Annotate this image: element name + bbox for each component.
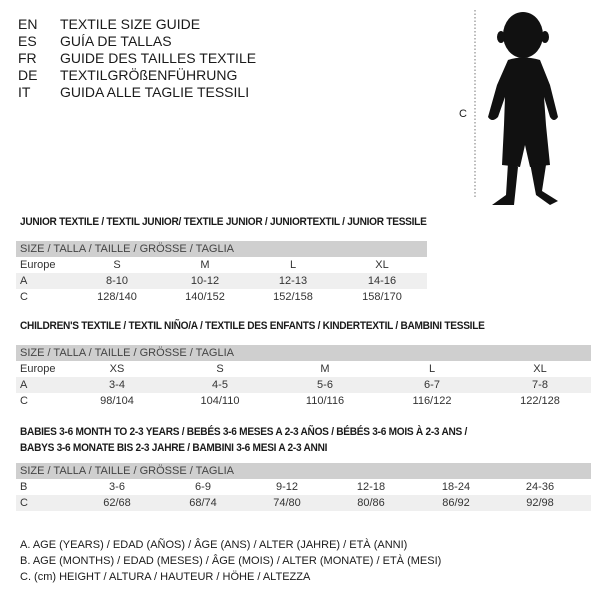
cell: 5-6 <box>317 379 333 391</box>
table-row: A 8-10 10-12 12-13 14-16 <box>16 273 427 289</box>
cell: 8-10 <box>105 275 129 287</box>
row-label: C <box>20 497 28 509</box>
cell: 110/116 <box>305 395 345 407</box>
cell: 14-16 <box>367 275 397 287</box>
cell: 9-12 <box>275 481 299 493</box>
cell: M <box>200 259 210 271</box>
table-row: A 3-4 4-5 5-6 6-7 7-8 <box>16 377 591 393</box>
cell: 86/92 <box>442 497 470 509</box>
legend-height: C. (cm) HEIGHT / ALTURA / HAUTEUR / HÖHE… <box>20 571 311 583</box>
cell: 140/152 <box>185 291 225 303</box>
title-it: IT GUIDA ALLE TAGLIE TESSILI <box>18 84 250 100</box>
cell: 98/104 <box>100 395 134 407</box>
cell: 6-9 <box>195 481 211 493</box>
cell: S <box>113 259 121 271</box>
table-header: SIZE / TALLA / TAILLE / GRÖSSE / TAGLIA <box>16 345 591 361</box>
title-fr: FR GUIDE DES TAILLES TEXTILE <box>18 50 257 66</box>
cell: 74/80 <box>273 497 301 509</box>
table-row: B 3-6 6-9 9-12 12-18 18-24 24-36 <box>16 479 591 495</box>
cell: 122/128 <box>520 395 560 407</box>
babies-section-title-line2: BABYS 3-6 MONATE BIS 2-3 JAHRE / BAMBINI… <box>20 442 328 454</box>
title-es: ES GUÍA DE TALLAS <box>18 33 172 49</box>
cell: 80/86 <box>357 497 385 509</box>
cell: 62/68 <box>103 497 131 509</box>
cell: 10-12 <box>190 275 220 287</box>
cell: XL <box>375 259 389 271</box>
table-header: SIZE / TALLA / TAILLE / GRÖSSE / TAGLIA <box>16 241 427 257</box>
title-en: EN TEXTILE SIZE GUIDE <box>18 16 201 32</box>
cell: L <box>428 363 436 375</box>
table-header: SIZE / TALLA / TAILLE / GRÖSSE / TAGLIA <box>16 463 591 479</box>
table-row: C 62/68 68/74 74/80 80/86 86/92 92/98 <box>16 495 591 511</box>
child-silhouette <box>474 10 558 205</box>
cell: S <box>216 363 224 375</box>
children-section-title: CHILDREN'S TEXTILE / TEXTIL NIÑO/A / TEX… <box>20 320 485 332</box>
row-label: C <box>20 291 28 303</box>
cell: 128/140 <box>97 291 137 303</box>
table-row: C 98/104 104/110 110/116 116/122 122/128 <box>16 393 591 409</box>
child-figure <box>488 12 558 205</box>
row-label: Europe <box>20 363 56 375</box>
title-de: DE TEXTILGRÖßENFÜHRUNG <box>18 67 238 83</box>
height-label: C <box>459 108 467 120</box>
cell: XL <box>533 363 547 375</box>
cell: M <box>320 363 330 375</box>
row-label: C <box>20 395 28 407</box>
cell: 152/158 <box>273 291 313 303</box>
junior-section-title: JUNIOR TEXTILE / TEXTIL JUNIOR/ TEXTILE … <box>20 216 427 228</box>
row-label: A <box>20 379 28 391</box>
legend-age-months: B. AGE (MONTHS) / EDAD (MESES) / ÂGE (MO… <box>20 555 442 567</box>
cell: 158/170 <box>362 291 402 303</box>
cell: 24-36 <box>525 481 555 493</box>
row-label: A <box>20 275 28 287</box>
cell: 3-4 <box>109 379 125 391</box>
cell: 12-13 <box>278 275 308 287</box>
cell: 12-18 <box>356 481 386 493</box>
table-row: Europe S M L XL <box>16 257 427 273</box>
legend-age-years: A. AGE (YEARS) / EDAD (AÑOS) / ÂGE (ANS)… <box>20 539 408 551</box>
cell: 104/110 <box>200 395 240 407</box>
cell: L <box>289 259 297 271</box>
cell: XS <box>109 363 125 375</box>
cell: 7-8 <box>532 379 548 391</box>
babies-section-title-line1: BABIES 3-6 MONTH TO 2-3 YEARS / BEBÉS 3-… <box>20 426 468 438</box>
row-label: Europe <box>20 259 56 271</box>
cell: 4-5 <box>212 379 228 391</box>
row-label: B <box>20 481 28 493</box>
junior-size-table: SIZE / TALLA / TAILLE / GRÖSSE / TAGLIA … <box>16 241 427 305</box>
table-row: C 128/140 140/152 152/158 158/170 <box>16 289 427 305</box>
babies-size-table: SIZE / TALLA / TAILLE / GRÖSSE / TAGLIA … <box>16 463 591 511</box>
cell: 92/98 <box>526 497 554 509</box>
table-row: Europe XS S M L XL <box>16 361 591 377</box>
cell: 18-24 <box>441 481 471 493</box>
cell: 6-7 <box>424 379 440 391</box>
cell: 116/122 <box>412 395 452 407</box>
cell: 3-6 <box>109 481 125 493</box>
cell: 68/74 <box>189 497 217 509</box>
children-size-table: SIZE / TALLA / TAILLE / GRÖSSE / TAGLIA … <box>16 345 591 409</box>
